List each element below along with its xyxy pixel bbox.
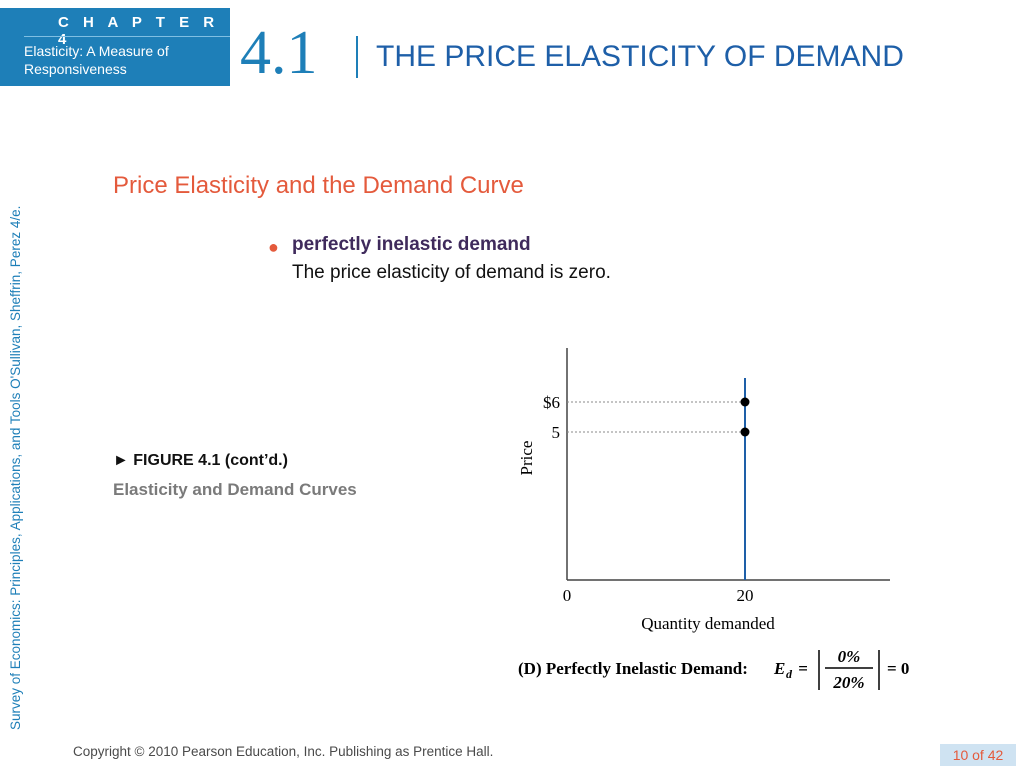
formula-numerator: 0% xyxy=(838,647,861,666)
page-indicator: 10 of 42 xyxy=(940,744,1016,766)
y-tick-5: 5 xyxy=(552,423,561,442)
caption-prefix: (D) Perfectly Inelastic Demand: xyxy=(518,659,752,678)
section-number: 4.1 xyxy=(240,19,318,87)
slide-title: THE PRICE ELASTICITY OF DEMAND xyxy=(376,40,904,73)
x-tick-20: 20 xyxy=(737,586,754,605)
footer-copyright: Copyright © 2010 Pearson Education, Inc.… xyxy=(73,744,494,759)
formula-denominator: 20% xyxy=(832,673,864,692)
bullet-description: The price elasticity of demand is zero. xyxy=(292,262,611,283)
elasticity-symbol: E xyxy=(773,659,785,678)
side-credit-text: Survey of Economics: Principles, Applica… xyxy=(8,205,23,730)
x-tick-0: 0 xyxy=(563,586,572,605)
point-price-5 xyxy=(740,427,750,437)
y-axis-label: Price xyxy=(517,441,536,476)
chapter-divider xyxy=(24,36,230,37)
slide-subtitle: Price Elasticity and the Demand Curve xyxy=(113,172,524,199)
x-axis-label: Quantity demanded xyxy=(641,614,775,633)
figure-label: ► FIGURE 4.1 (cont’d.) xyxy=(113,452,288,469)
bullet-dot-icon: ● xyxy=(268,237,279,257)
formula-result: = 0 xyxy=(887,659,909,678)
demand-chart: $6 5 Price 0 20 Quantity demanded (D) Pe… xyxy=(517,348,909,692)
y-tick-6: $6 xyxy=(543,393,560,412)
point-price-6 xyxy=(740,397,750,407)
formula-caption: (D) Perfectly Inelastic Demand: E d = 0%… xyxy=(518,647,909,692)
bullet-term: perfectly inelastic demand xyxy=(292,234,531,255)
chapter-badge: C H A P T E R 4 Elasticity: A Measure of… xyxy=(0,8,230,86)
chapter-label: C H A P T E R 4 xyxy=(58,14,220,48)
chapter-subtitle: Elasticity: A Measure of Responsiveness xyxy=(24,43,169,77)
formula-equals: = xyxy=(794,659,808,678)
title-separator xyxy=(356,36,358,78)
elasticity-subscript: d xyxy=(786,667,793,681)
figure-caption: Elasticity and Demand Curves xyxy=(113,480,357,499)
